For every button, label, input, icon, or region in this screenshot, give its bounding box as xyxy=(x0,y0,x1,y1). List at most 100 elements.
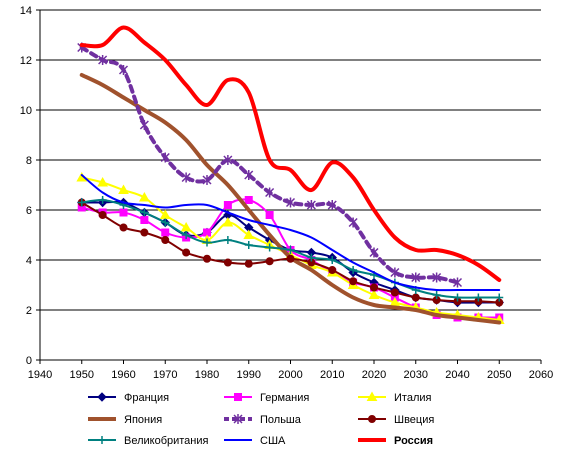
x-tick-label: 1990 xyxy=(237,369,261,381)
plot-area xyxy=(76,25,505,325)
data-point xyxy=(453,293,462,302)
x-tick-label: 2060 xyxy=(529,369,553,381)
y-tick-label: 8 xyxy=(26,155,32,167)
data-point xyxy=(390,267,400,278)
y-tick-label: 4 xyxy=(26,255,32,267)
data-point xyxy=(349,277,358,286)
data-point xyxy=(348,217,358,228)
data-point xyxy=(411,272,421,283)
legend-marker xyxy=(234,393,242,401)
data-point xyxy=(243,229,255,239)
data-point xyxy=(77,198,86,207)
data-point xyxy=(182,248,191,257)
data-point xyxy=(203,254,211,263)
legend-item: Италия xyxy=(358,391,432,404)
series-8 xyxy=(79,25,502,282)
data-point xyxy=(432,272,442,283)
grid-lines xyxy=(40,9,541,311)
legend-label: Великобритания xyxy=(124,435,209,447)
legend-label: Германия xyxy=(260,392,309,404)
y-tick-label: 12 xyxy=(20,55,32,67)
x-tick-label: 1980 xyxy=(195,369,219,381)
legend-marker xyxy=(233,414,243,424)
data-point xyxy=(495,293,504,302)
data-point xyxy=(140,228,149,237)
x-tick-label: 2020 xyxy=(362,369,386,381)
legend-label: Польша xyxy=(260,414,302,426)
x-tick-label: 1950 xyxy=(70,369,94,381)
legend-item: Япония xyxy=(88,414,162,426)
data-point xyxy=(390,288,399,297)
data-point xyxy=(244,259,253,268)
legend-label: Япония xyxy=(124,414,162,426)
data-point xyxy=(223,258,232,267)
data-point xyxy=(139,120,149,130)
x-tick-label: 2050 xyxy=(487,369,511,381)
legend-label: США xyxy=(260,435,286,447)
x-tick-label: 1970 xyxy=(153,369,177,381)
data-point xyxy=(306,200,316,210)
legend-marker xyxy=(97,392,107,402)
data-point xyxy=(432,291,441,299)
data-point xyxy=(328,266,337,274)
series-7 xyxy=(80,174,501,292)
data-point xyxy=(368,289,380,299)
data-point xyxy=(98,196,107,204)
data-point xyxy=(202,175,212,185)
data-point xyxy=(307,253,316,262)
data-point xyxy=(161,228,170,237)
data-point xyxy=(161,236,170,244)
data-point xyxy=(140,208,149,217)
data-point xyxy=(223,201,232,209)
data-point xyxy=(98,211,107,219)
legend-item: Польша xyxy=(224,414,302,426)
series-6 xyxy=(77,196,504,302)
y-tick-label: 0 xyxy=(26,355,32,367)
data-point xyxy=(160,152,170,163)
data-point xyxy=(182,231,191,239)
legend-label: Россия xyxy=(394,435,433,447)
legend-marker xyxy=(98,436,106,444)
series-5 xyxy=(77,198,504,307)
data-point xyxy=(222,216,234,227)
data-point xyxy=(203,238,211,247)
x-tick-label: 1960 xyxy=(111,369,135,381)
data-point xyxy=(349,266,358,274)
data-point xyxy=(180,221,192,232)
legend-label: Швеция xyxy=(394,414,434,426)
series-4 xyxy=(77,42,463,288)
data-point xyxy=(118,184,129,194)
data-point xyxy=(370,283,378,292)
legend-item: Россия xyxy=(358,435,433,447)
y-tick-label: 14 xyxy=(20,5,32,17)
legend-item: США xyxy=(224,435,286,447)
series-line xyxy=(80,174,501,292)
data-point xyxy=(265,211,274,219)
data-point xyxy=(161,218,170,227)
data-point xyxy=(265,187,275,198)
data-point xyxy=(140,216,149,224)
tick-labels: 0 2 4 6 8 10 12 14 1940 1950 1960 1970 1980 1990 2000 2… xyxy=(20,5,553,381)
data-point xyxy=(244,196,253,204)
legend: Франция Германия Италия Япония Польша Швеция В… xyxy=(88,391,434,447)
x-tick-label: 1940 xyxy=(28,369,52,381)
data-point xyxy=(244,241,253,249)
data-point xyxy=(411,293,420,302)
data-point xyxy=(244,170,254,180)
data-point xyxy=(181,172,191,183)
y-tick-label: 6 xyxy=(26,205,32,217)
data-point xyxy=(98,55,108,65)
data-point xyxy=(286,254,295,263)
data-point xyxy=(327,200,337,210)
x-tick-label: 2010 xyxy=(320,369,344,381)
data-point xyxy=(223,236,232,244)
series-line xyxy=(79,25,502,282)
y-tick-label: 10 xyxy=(20,105,32,117)
legend-item: Германия xyxy=(224,392,309,404)
data-point xyxy=(265,243,274,252)
legend-label: Италия xyxy=(394,392,432,404)
x-tick-label: 2040 xyxy=(445,369,469,381)
data-point xyxy=(369,247,379,258)
data-point xyxy=(119,208,128,217)
